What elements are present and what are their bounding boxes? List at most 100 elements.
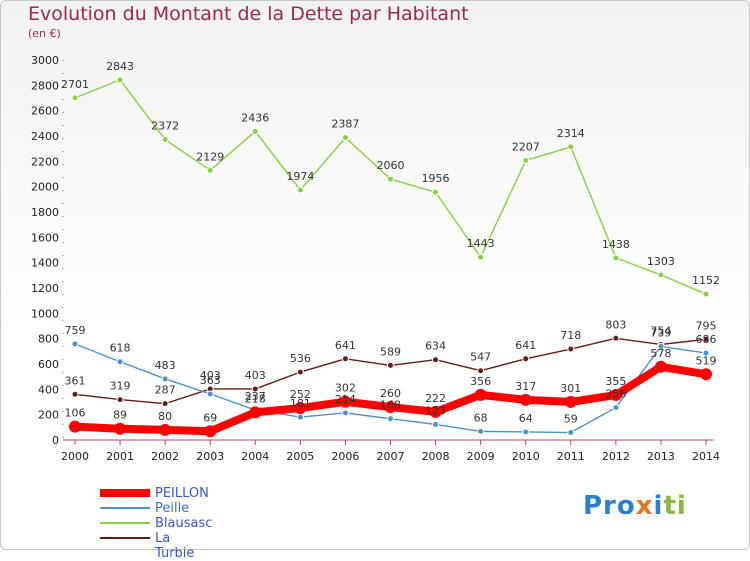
data-point-blausasc bbox=[71, 94, 79, 102]
data-label-blausasc: 2129 bbox=[196, 150, 224, 163]
data-label-peillon: 252 bbox=[290, 388, 311, 401]
data-label-blausasc: 1956 bbox=[422, 172, 450, 185]
data-label-peillon: 519 bbox=[696, 354, 717, 367]
data-label-la-turbie: 641 bbox=[335, 339, 356, 352]
data-label-la-turbie: 803 bbox=[605, 318, 626, 331]
data-label-peillon: 317 bbox=[515, 380, 536, 393]
data-label-peillon: 302 bbox=[335, 382, 356, 395]
data-point-blausasc bbox=[522, 156, 530, 164]
data-label-blausasc: 2207 bbox=[512, 140, 540, 153]
data-label-blausasc: 2314 bbox=[557, 127, 585, 140]
legend-label: La Turbie bbox=[155, 531, 195, 561]
data-point-la-turbie bbox=[702, 335, 710, 343]
data-label-blausasc: 2436 bbox=[241, 111, 269, 124]
data-label-blausasc: 2701 bbox=[61, 78, 89, 91]
x-tick-label: 2007 bbox=[377, 450, 405, 463]
data-label-la-turbie: 589 bbox=[380, 345, 401, 358]
data-label-peillon: 80 bbox=[158, 410, 172, 423]
data-point-la-turbie bbox=[522, 355, 530, 363]
data-label-peillon: 578 bbox=[650, 347, 671, 360]
data-label-peille: 686 bbox=[696, 333, 717, 346]
data-point-peille bbox=[206, 390, 214, 398]
data-point-peille bbox=[296, 413, 304, 421]
data-point-peillon bbox=[700, 368, 712, 381]
data-point-peille bbox=[161, 375, 169, 383]
data-label-peille: 759 bbox=[65, 324, 86, 337]
data-label-peille: 68 bbox=[474, 411, 488, 424]
data-label-la-turbie: 754 bbox=[650, 324, 671, 337]
data-point-la-turbie bbox=[116, 396, 124, 404]
data-point-peillon bbox=[114, 422, 127, 435]
data-label-peille: 123 bbox=[425, 404, 446, 417]
data-point-peille bbox=[522, 428, 530, 436]
data-label-peillon: 106 bbox=[65, 407, 86, 420]
data-label-peillon: 89 bbox=[113, 409, 127, 422]
data-label-peille: 618 bbox=[110, 342, 131, 355]
data-label-blausasc: 1152 bbox=[692, 274, 720, 287]
legend-swatch bbox=[100, 522, 150, 524]
data-point-peillon bbox=[474, 388, 487, 401]
x-tick-label: 2011 bbox=[557, 450, 585, 463]
legend-swatch bbox=[100, 507, 150, 509]
y-tick-label: 1200 bbox=[31, 282, 59, 295]
data-point-peille bbox=[657, 342, 665, 350]
data-label-la-turbie: 634 bbox=[425, 340, 446, 353]
y-tick-label: 1800 bbox=[31, 206, 59, 219]
data-label-blausasc: 2387 bbox=[331, 118, 359, 131]
x-tick-label: 2010 bbox=[512, 450, 540, 463]
legend-label: Blausasc bbox=[155, 516, 213, 531]
data-label-peille: 59 bbox=[564, 413, 578, 426]
data-label-peille: 214 bbox=[335, 393, 356, 406]
data-point-la-turbie bbox=[341, 355, 349, 363]
x-tick-label: 2009 bbox=[467, 450, 495, 463]
data-label-peillon: 218 bbox=[245, 392, 266, 405]
x-tick-label: 2003 bbox=[196, 450, 224, 463]
y-tick-label: 2200 bbox=[31, 155, 59, 168]
data-label-peille: 181 bbox=[290, 397, 311, 410]
x-tick-label: 2006 bbox=[331, 450, 359, 463]
data-label-peille: 256 bbox=[605, 388, 626, 401]
data-point-la-turbie bbox=[567, 345, 575, 353]
y-tick-label: 2600 bbox=[31, 105, 59, 118]
data-label-blausasc: 2843 bbox=[106, 60, 134, 73]
x-tick-label: 2004 bbox=[241, 450, 269, 463]
data-point-blausasc bbox=[161, 136, 169, 144]
data-label-la-turbie: 403 bbox=[245, 369, 266, 382]
data-point-peillon bbox=[159, 423, 172, 436]
x-tick-label: 2012 bbox=[602, 450, 630, 463]
data-point-peille bbox=[387, 415, 394, 423]
data-point-peillon bbox=[609, 389, 622, 402]
series-line-blausasc bbox=[74, 79, 707, 295]
data-point-blausasc bbox=[116, 76, 124, 84]
data-label-la-turbie: 795 bbox=[696, 319, 717, 332]
data-point-peillon bbox=[294, 402, 307, 415]
data-point-la-turbie bbox=[71, 390, 79, 398]
data-point-peillon bbox=[69, 420, 81, 433]
y-tick-label: 1400 bbox=[31, 257, 59, 270]
data-point-peille bbox=[71, 340, 79, 348]
data-label-peille: 483 bbox=[155, 359, 176, 372]
data-point-peillon bbox=[564, 395, 577, 408]
data-label-blausasc: 1443 bbox=[467, 237, 495, 250]
data-label-blausasc: 1974 bbox=[286, 170, 314, 183]
data-point-blausasc bbox=[341, 134, 349, 142]
data-point-peillon bbox=[204, 425, 217, 438]
data-point-blausasc bbox=[387, 175, 394, 183]
data-point-peillon bbox=[339, 395, 352, 408]
data-label-peillon: 69 bbox=[203, 411, 217, 424]
data-point-peille bbox=[432, 420, 440, 428]
data-label-blausasc: 1438 bbox=[602, 238, 630, 251]
data-label-peillon: 356 bbox=[470, 375, 491, 388]
x-tick-label: 2013 bbox=[647, 450, 675, 463]
data-label-peille: 168 bbox=[380, 399, 401, 412]
data-point-la-turbie bbox=[432, 356, 440, 364]
data-point-peille bbox=[612, 404, 620, 412]
data-label-la-turbie: 718 bbox=[560, 329, 581, 342]
data-point-peille bbox=[477, 427, 485, 435]
data-point-peille bbox=[341, 409, 349, 417]
y-tick-label: 1600 bbox=[31, 231, 59, 244]
data-point-blausasc bbox=[477, 253, 485, 261]
x-tick-label: 2005 bbox=[286, 450, 314, 463]
data-point-blausasc bbox=[567, 143, 575, 151]
